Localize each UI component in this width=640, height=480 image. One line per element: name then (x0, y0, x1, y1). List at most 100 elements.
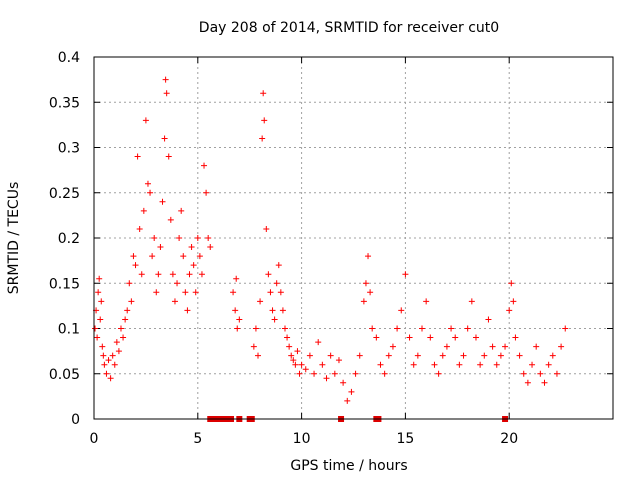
data-point (472, 334, 479, 341)
data-point (485, 316, 492, 323)
data-point (188, 244, 195, 251)
data-point (233, 275, 240, 282)
gridlines (94, 57, 613, 419)
data-point (502, 343, 509, 350)
data-point (553, 370, 560, 377)
data-point (263, 225, 270, 232)
data-point (128, 298, 135, 305)
data-point (302, 366, 309, 373)
data-point (198, 271, 205, 278)
data-point (427, 334, 434, 341)
x-tick-label: 20 (500, 431, 518, 447)
data-point (381, 370, 388, 377)
y-tick-label: 0.1 (58, 322, 80, 338)
data-point (468, 298, 475, 305)
data-point (136, 225, 143, 232)
data-point (435, 370, 442, 377)
data-point (265, 271, 272, 278)
data-point (171, 298, 178, 305)
y-tick-label: 0 (71, 412, 80, 428)
data-point (497, 352, 504, 359)
data-point (99, 343, 106, 350)
data-point (252, 325, 259, 332)
data-point (186, 271, 193, 278)
data-point (190, 262, 197, 269)
data-point (512, 334, 519, 341)
data-point (493, 361, 500, 368)
data-point (296, 370, 303, 377)
data-point (267, 289, 274, 296)
data-point (132, 262, 139, 269)
data-point (292, 361, 299, 368)
data-point (456, 361, 463, 368)
x-tick-label: 0 (90, 431, 99, 447)
data-point (174, 280, 181, 287)
data-point (414, 352, 421, 359)
data-point (335, 357, 342, 364)
data-point (331, 370, 338, 377)
data-point (255, 352, 262, 359)
data-point (144, 180, 151, 187)
data-point (439, 352, 446, 359)
data-point (323, 375, 330, 382)
data-point (356, 352, 363, 359)
data-point (232, 307, 239, 314)
data-point (369, 325, 376, 332)
data-point (192, 289, 199, 296)
data-point (377, 361, 384, 368)
data-point (385, 352, 392, 359)
data-point (419, 325, 426, 332)
data-point (352, 370, 359, 377)
data-point (140, 207, 147, 214)
data-point (275, 262, 282, 269)
data-point (100, 352, 107, 359)
data-point (410, 361, 417, 368)
data-point (294, 348, 301, 355)
y-tick-label: 0.15 (49, 276, 80, 292)
data-point (96, 275, 103, 282)
y-tick-label: 0.05 (49, 367, 80, 383)
data-point (286, 343, 293, 350)
data-point (558, 343, 565, 350)
data-point (394, 325, 401, 332)
data-point (101, 361, 108, 368)
data-point (230, 289, 237, 296)
x-axis-label: GPS time / hours (290, 458, 407, 474)
x-tick-label: 10 (293, 431, 311, 447)
data-point (107, 375, 114, 382)
data-point (182, 289, 189, 296)
data-point (142, 117, 149, 124)
data-point (162, 76, 169, 83)
data-point (167, 216, 174, 223)
data-point (151, 235, 158, 241)
data-point (508, 280, 515, 287)
data-point (460, 352, 467, 359)
data-point (516, 352, 523, 359)
data-point (176, 235, 183, 241)
y-axis-label: SRMTID / TECUs (6, 182, 22, 295)
x-tick-label: 15 (396, 431, 414, 447)
data-point (98, 298, 105, 305)
data-point (510, 298, 517, 305)
data-point (260, 90, 267, 97)
data-point (124, 307, 131, 314)
data-point (506, 307, 513, 314)
data-point (205, 235, 212, 241)
data-point (157, 244, 164, 251)
data-point (367, 289, 374, 296)
data-point (273, 280, 280, 287)
data-point (545, 361, 552, 368)
data-point (431, 361, 438, 368)
data-point (117, 325, 124, 332)
data-point (161, 135, 168, 142)
data-point (529, 361, 536, 368)
data-point (443, 343, 450, 350)
data-point (448, 325, 455, 332)
data-point (298, 361, 305, 368)
data-point (163, 90, 170, 97)
data-point (153, 289, 160, 296)
data-point (130, 253, 137, 260)
data-point (92, 325, 99, 332)
data-point (279, 307, 286, 314)
chart-title: Day 208 of 2014, SRMTID for receiver cut… (199, 20, 499, 36)
